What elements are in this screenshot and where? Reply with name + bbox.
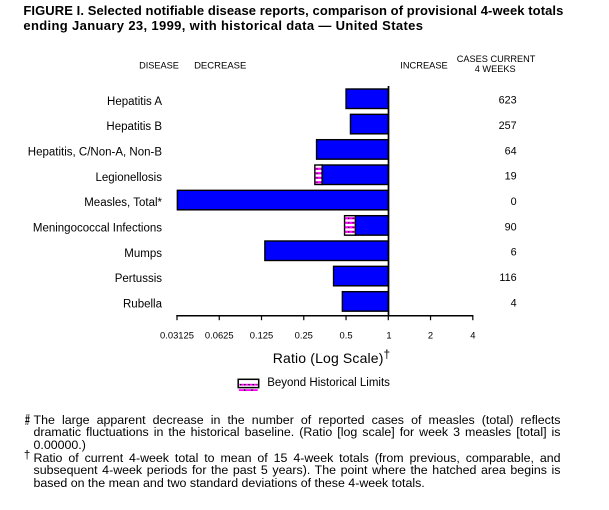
svg-text:Hepatitis A: Hepatitis A (107, 96, 162, 108)
svg-text:257: 257 (499, 120, 517, 132)
svg-text:Rubella: Rubella (123, 299, 163, 311)
svg-text:INCREASE: INCREASE (400, 60, 448, 70)
svg-text:DISEASE: DISEASE (139, 60, 179, 70)
svg-text:4: 4 (470, 329, 475, 340)
svg-text:0: 0 (511, 196, 517, 208)
svg-text:0.25: 0.25 (295, 329, 313, 340)
svg-text:64: 64 (505, 145, 517, 157)
svg-text:90: 90 (505, 221, 517, 233)
svg-text:0.125: 0.125 (250, 329, 273, 340)
svg-text:Hepatitis, C/Non-A, Non-B: Hepatitis, C/Non-A, Non-B (28, 147, 163, 159)
svg-text:19: 19 (505, 171, 517, 183)
svg-text:Ratio (Log Scale)†: Ratio (Log Scale)† (273, 347, 391, 366)
svg-text:Measles, Total*: Measles, Total* (84, 197, 162, 209)
svg-text:Legionellosis: Legionellosis (96, 172, 163, 184)
svg-text:Hepatitis B: Hepatitis B (106, 121, 162, 133)
svg-text:6: 6 (511, 247, 517, 259)
svg-text:0.0625: 0.0625 (205, 329, 234, 340)
svg-text:Pertussis: Pertussis (115, 273, 163, 285)
svg-text:DECREASE: DECREASE (194, 60, 246, 71)
svg-text:116: 116 (499, 272, 516, 284)
svg-text:1: 1 (386, 329, 391, 340)
svg-text:623: 623 (499, 95, 517, 107)
svg-text:Beyond Historical Limits: Beyond Historical Limits (267, 377, 390, 389)
svg-text:0.5: 0.5 (340, 329, 353, 340)
svg-text:4: 4 (511, 297, 517, 309)
svg-text:4 WEEKS: 4 WEEKS (475, 64, 516, 74)
svg-text:0.03125: 0.03125 (160, 329, 194, 340)
svg-text:CASES CURRENT: CASES CURRENT (457, 54, 536, 64)
svg-text:Meningococcal Infections: Meningococcal Infections (33, 223, 162, 235)
svg-text:2: 2 (428, 329, 433, 340)
svg-text:Mumps: Mumps (124, 248, 162, 260)
